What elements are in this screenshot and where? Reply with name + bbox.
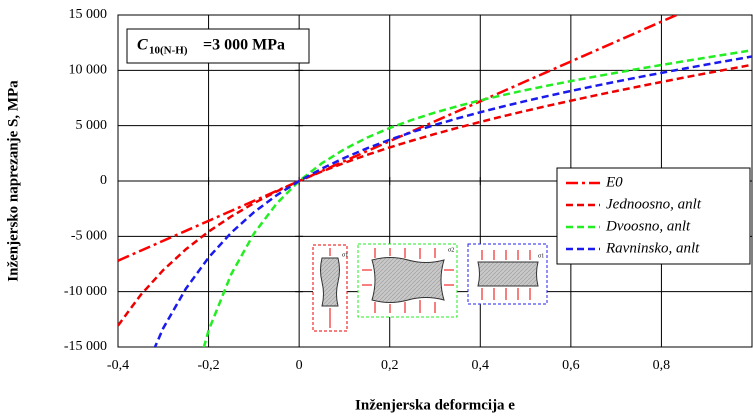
legend-label: Dvoosno, anlt bbox=[605, 218, 691, 234]
y-tick-label: -5 000 bbox=[71, 229, 107, 244]
y-tick-label: 15 000 bbox=[69, 7, 108, 22]
x-tick-label: 0 bbox=[296, 358, 303, 373]
y-axis-title: Inženjersko naprezanje S, MPa bbox=[5, 80, 21, 282]
annotation-symbol: C bbox=[137, 37, 148, 54]
series-line bbox=[202, 49, 752, 347]
annotation-subscript: 10(N-H) bbox=[149, 45, 188, 57]
arrows bbox=[362, 248, 454, 313]
y-tick-label: 10 000 bbox=[69, 63, 108, 78]
x-axis-title: Inženjerska deformcija e bbox=[355, 397, 515, 413]
x-tick-label: 0,4 bbox=[472, 358, 490, 373]
specimen bbox=[371, 257, 445, 303]
legend: E0 Jednoosno, anlt Dvoosno, anlt Ravninsko,… bbox=[556, 167, 751, 265]
series-line bbox=[153, 55, 752, 347]
inset-label: σ1 bbox=[342, 252, 348, 258]
inset-label: σ1 bbox=[538, 253, 544, 259]
arrows bbox=[481, 250, 531, 300]
y-tick-label: 5 000 bbox=[76, 118, 108, 133]
series-line bbox=[118, 15, 680, 262]
x-tick-label: -0,4 bbox=[107, 358, 129, 373]
x-tick-label: 0,8 bbox=[653, 358, 671, 373]
legend-label: Ravninsko, anlt bbox=[605, 240, 700, 256]
specimen bbox=[320, 257, 340, 307]
inset-label: σ2 bbox=[448, 247, 454, 253]
insets: σ1 σ2 σ1 bbox=[312, 243, 548, 332]
legend-label: E0 bbox=[605, 174, 623, 190]
x-tick-label: 0,2 bbox=[381, 358, 399, 373]
y-tick-label: 0 bbox=[100, 173, 107, 188]
legend-label: Jednoosno, anlt bbox=[606, 196, 702, 212]
series-line bbox=[118, 63, 752, 327]
y-tick-label: -10 000 bbox=[64, 284, 107, 299]
x-tick-label: 0,6 bbox=[562, 358, 580, 373]
x-tick-label: -0,2 bbox=[197, 358, 219, 373]
annotation: C 10(N-H) =3 000 MPa bbox=[126, 28, 310, 64]
y-tick-label: -15 000 bbox=[64, 339, 107, 354]
lines bbox=[118, 15, 752, 347]
annotation-text: =3 000 MPa bbox=[203, 37, 285, 54]
specimen bbox=[477, 261, 539, 287]
annotation-box bbox=[126, 28, 310, 64]
